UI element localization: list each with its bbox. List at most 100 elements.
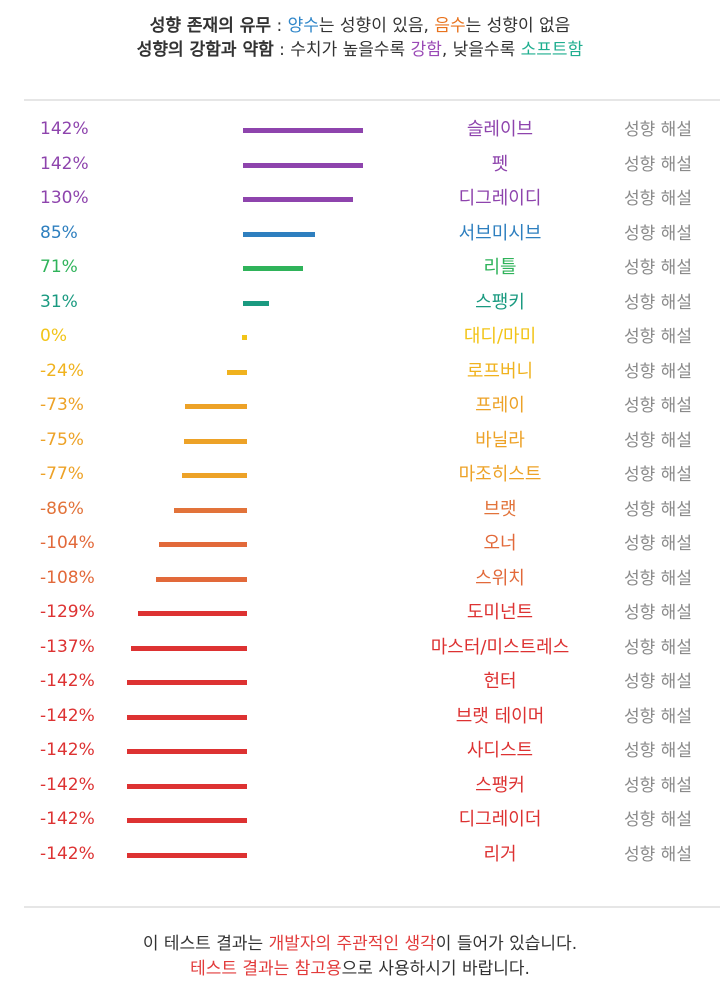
value-label: 142%	[40, 153, 89, 174]
value-label: -129%	[40, 602, 95, 622]
legend-line-existence: 성향 존재의 유무 : 양수는 성향이 있음, 음수는 성향이 없음	[0, 14, 720, 38]
legend-mid-text: , 낮을수록	[441, 40, 521, 60]
value-label: -142%	[40, 740, 95, 760]
category-label: 디그레이더	[458, 809, 542, 830]
bar	[181, 473, 247, 478]
description-link[interactable]: 성향 해설	[624, 292, 692, 313]
value-label: 0%	[40, 326, 67, 346]
chart-row: -137% 마스터/미스트레스 성향 해설	[0, 630, 720, 664]
chart-row: -77% 마조히스트 성향 해설	[0, 457, 720, 491]
description-link[interactable]: 성향 해설	[624, 672, 692, 692]
category-label: 마스터/미스트레스	[430, 636, 570, 658]
description-link[interactable]: 성향 해설	[624, 258, 692, 278]
chart-row: 142% 슬레이브 성향 해설	[0, 112, 720, 146]
bar	[127, 852, 247, 858]
disclaimer-highlight-b: 테스트 결과는 참고용	[190, 959, 342, 979]
bar	[243, 231, 315, 237]
category-label: 스팽커	[475, 774, 525, 796]
category-label: 브랫	[483, 498, 517, 520]
disclaimer-text-b: 이 들어가 있습니다.	[435, 934, 578, 954]
category-label: 리틀	[483, 257, 517, 278]
description-link[interactable]: 성향 해설	[624, 568, 692, 589]
chart-row: -129% 도미넌트 성향 해설	[0, 595, 720, 629]
description-link[interactable]: 성향 해설	[624, 396, 692, 416]
legend-separator: :	[271, 16, 288, 36]
chart-row: -142% 리거 성향 해설	[0, 837, 720, 871]
bar	[243, 266, 303, 271]
description-link[interactable]: 성향 해설	[624, 775, 692, 796]
category-label: 펫	[491, 153, 509, 175]
description-link[interactable]: 성향 해설	[624, 361, 692, 382]
description-link[interactable]: 성향 해설	[624, 499, 692, 520]
chart-row: 0% 대디/마미 성향 해설	[0, 319, 720, 353]
bar	[137, 611, 247, 616]
chart-row: -73% 프레이 성향 해설	[0, 388, 720, 422]
bar	[127, 783, 247, 789]
chart-row: -108% 스위치 성향 해설	[0, 561, 720, 595]
chart-row: -24% 로프버니 성향 해설	[0, 354, 720, 388]
value-label: -24%	[40, 360, 84, 381]
legend-strength-title: 성향의 강함과 약함	[136, 40, 274, 60]
legend: 성향 존재의 유무 : 양수는 성향이 있음, 음수는 성향이 없음 성향의 강…	[0, 14, 720, 62]
chart-row: -75% 바닐라 성향 해설	[0, 423, 720, 457]
category-label: 슬레이브	[466, 119, 534, 140]
description-link[interactable]: 성향 해설	[624, 844, 692, 865]
chart-row: 142% 펫 성향 해설	[0, 147, 720, 181]
value-label: 31%	[40, 291, 78, 312]
description-link[interactable]: 성향 해설	[624, 327, 692, 347]
value-label: -142%	[40, 705, 95, 726]
chart-row: 130% 디그레이디 성향 해설	[0, 181, 720, 215]
legend-line-strength: 성향의 강함과 약함 : 수치가 높을수록 강함, 낮을수록 소프트함	[0, 38, 720, 62]
bar	[226, 369, 247, 375]
bar	[183, 438, 247, 444]
description-link[interactable]: 성향 해설	[624, 430, 692, 451]
description-link[interactable]: 성향 해설	[624, 637, 692, 658]
category-label: 스팽키	[475, 291, 525, 313]
value-label: -142%	[40, 671, 95, 691]
legend-negative-text: 는 성향이 없음	[465, 16, 571, 36]
bar	[127, 680, 247, 685]
bar	[155, 576, 247, 582]
disclaimer: 이 테스트 결과는 개발자의 주관적인 생각이 들어가 있습니다. 테스트 결과…	[0, 932, 720, 982]
description-link[interactable]: 성향 해설	[624, 603, 692, 623]
value-label: -137%	[40, 636, 95, 657]
description-link[interactable]: 성향 해설	[624, 189, 692, 209]
chart-row: -142% 사디스트 성향 해설	[0, 733, 720, 767]
value-label: -75%	[40, 429, 84, 450]
category-label: 프레이	[475, 395, 525, 416]
legend-soft-word: 소프트함	[520, 40, 584, 60]
bottom-divider	[24, 906, 720, 908]
legend-positive-word: 양수	[287, 16, 319, 36]
bar	[174, 507, 247, 513]
value-label: 85%	[40, 222, 78, 243]
description-link[interactable]: 성향 해설	[624, 223, 692, 244]
disclaimer-line-2: 테스트 결과는 참고용으로 사용하시기 바랍니다.	[0, 957, 720, 982]
chart-row: -142% 브랫 테이머 성향 해설	[0, 699, 720, 733]
chart-row: -142% 헌터 성향 해설	[0, 664, 720, 698]
bar	[243, 162, 363, 168]
chart-row: 71% 리틀 성향 해설	[0, 250, 720, 284]
description-link[interactable]: 성향 해설	[624, 120, 692, 140]
category-label: 리거	[483, 843, 517, 865]
description-link[interactable]: 성향 해설	[624, 154, 692, 175]
description-link[interactable]: 성향 해설	[624, 534, 692, 554]
category-label: 도미넌트	[466, 602, 534, 623]
value-label: -104%	[40, 533, 95, 553]
chart-row: 31% 스팽키 성향 해설	[0, 285, 720, 319]
description-link[interactable]: 성향 해설	[624, 465, 692, 485]
description-link[interactable]: 성향 해설	[624, 810, 692, 830]
description-link[interactable]: 성향 해설	[624, 741, 692, 761]
disclaimer-highlight-a: 개발자의 주관적인 생각	[268, 934, 436, 954]
category-label: 오너	[483, 533, 517, 554]
value-label: -73%	[40, 395, 84, 415]
legend-negative-word: 음수	[434, 16, 466, 36]
chart-row: -104% 오너 성향 해설	[0, 526, 720, 560]
category-label: 디그레이디	[458, 188, 542, 209]
description-link[interactable]: 성향 해설	[624, 706, 692, 727]
legend-positive-text: 는 성향이 있음,	[318, 16, 435, 36]
bar	[127, 749, 247, 754]
value-label: 142%	[40, 119, 89, 139]
bar	[243, 300, 270, 306]
disclaimer-line-1: 이 테스트 결과는 개발자의 주관적인 생각이 들어가 있습니다.	[0, 932, 720, 957]
